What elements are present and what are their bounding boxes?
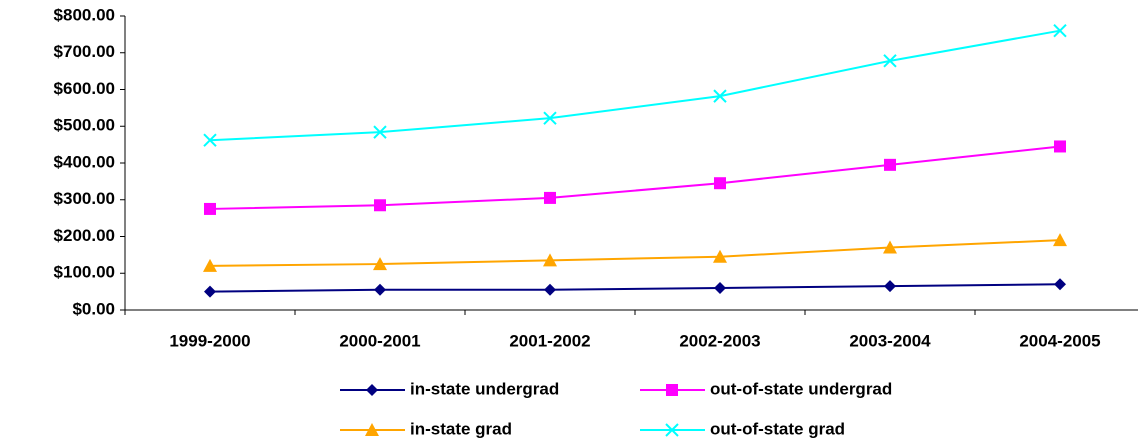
marker xyxy=(1053,23,1067,38)
series-line xyxy=(209,29,1061,142)
series-line xyxy=(209,145,1061,210)
y-tick-label: $100.00 xyxy=(54,263,115,282)
marker xyxy=(544,191,556,204)
y-tick-label: $600.00 xyxy=(54,79,115,98)
marker xyxy=(543,111,557,125)
marker xyxy=(884,158,896,171)
y-tick-label: $0.00 xyxy=(72,299,115,318)
marker xyxy=(1054,140,1066,153)
marker xyxy=(883,54,897,68)
marker xyxy=(713,89,727,103)
marker xyxy=(883,240,897,254)
series-line xyxy=(209,283,1061,293)
marker xyxy=(544,283,556,296)
marker xyxy=(543,253,557,267)
marker xyxy=(203,133,217,147)
marker xyxy=(714,281,726,294)
marker xyxy=(374,199,386,212)
series-line xyxy=(209,239,1061,267)
marker xyxy=(204,285,216,298)
legend-label: in-state undergrad xyxy=(410,379,559,398)
marker xyxy=(1053,233,1067,247)
x-tick-label: 1999-2000 xyxy=(169,331,250,350)
x-tick-label: 2002-2003 xyxy=(679,331,760,350)
legend-label: in-state grad xyxy=(410,419,512,438)
marker xyxy=(713,249,727,263)
x-tick-label: 2004-2005 xyxy=(1019,331,1100,350)
x-tick-label: 2001-2002 xyxy=(509,331,590,350)
y-tick-label: $300.00 xyxy=(54,189,115,208)
marker xyxy=(373,125,387,139)
y-tick-label: $800.00 xyxy=(54,5,115,24)
legend-label: out-of-state grad xyxy=(710,419,845,438)
marker xyxy=(714,177,726,190)
marker xyxy=(884,280,896,293)
marker xyxy=(374,283,386,296)
x-tick-label: 2003-2004 xyxy=(849,331,931,350)
marker xyxy=(1054,278,1066,291)
marker xyxy=(666,384,678,396)
marker xyxy=(204,202,216,215)
y-tick-label: $700.00 xyxy=(54,42,115,61)
marker xyxy=(373,257,387,271)
marker xyxy=(365,423,379,436)
marker xyxy=(203,258,217,272)
y-tick-label: $400.00 xyxy=(54,152,115,171)
legend-label: out-of-state undergrad xyxy=(710,379,892,398)
x-tick-label: 2000-2001 xyxy=(339,331,420,350)
marker xyxy=(665,423,679,437)
marker xyxy=(366,384,378,396)
y-tick-label: $500.00 xyxy=(54,116,115,135)
y-tick-label: $200.00 xyxy=(54,226,115,245)
